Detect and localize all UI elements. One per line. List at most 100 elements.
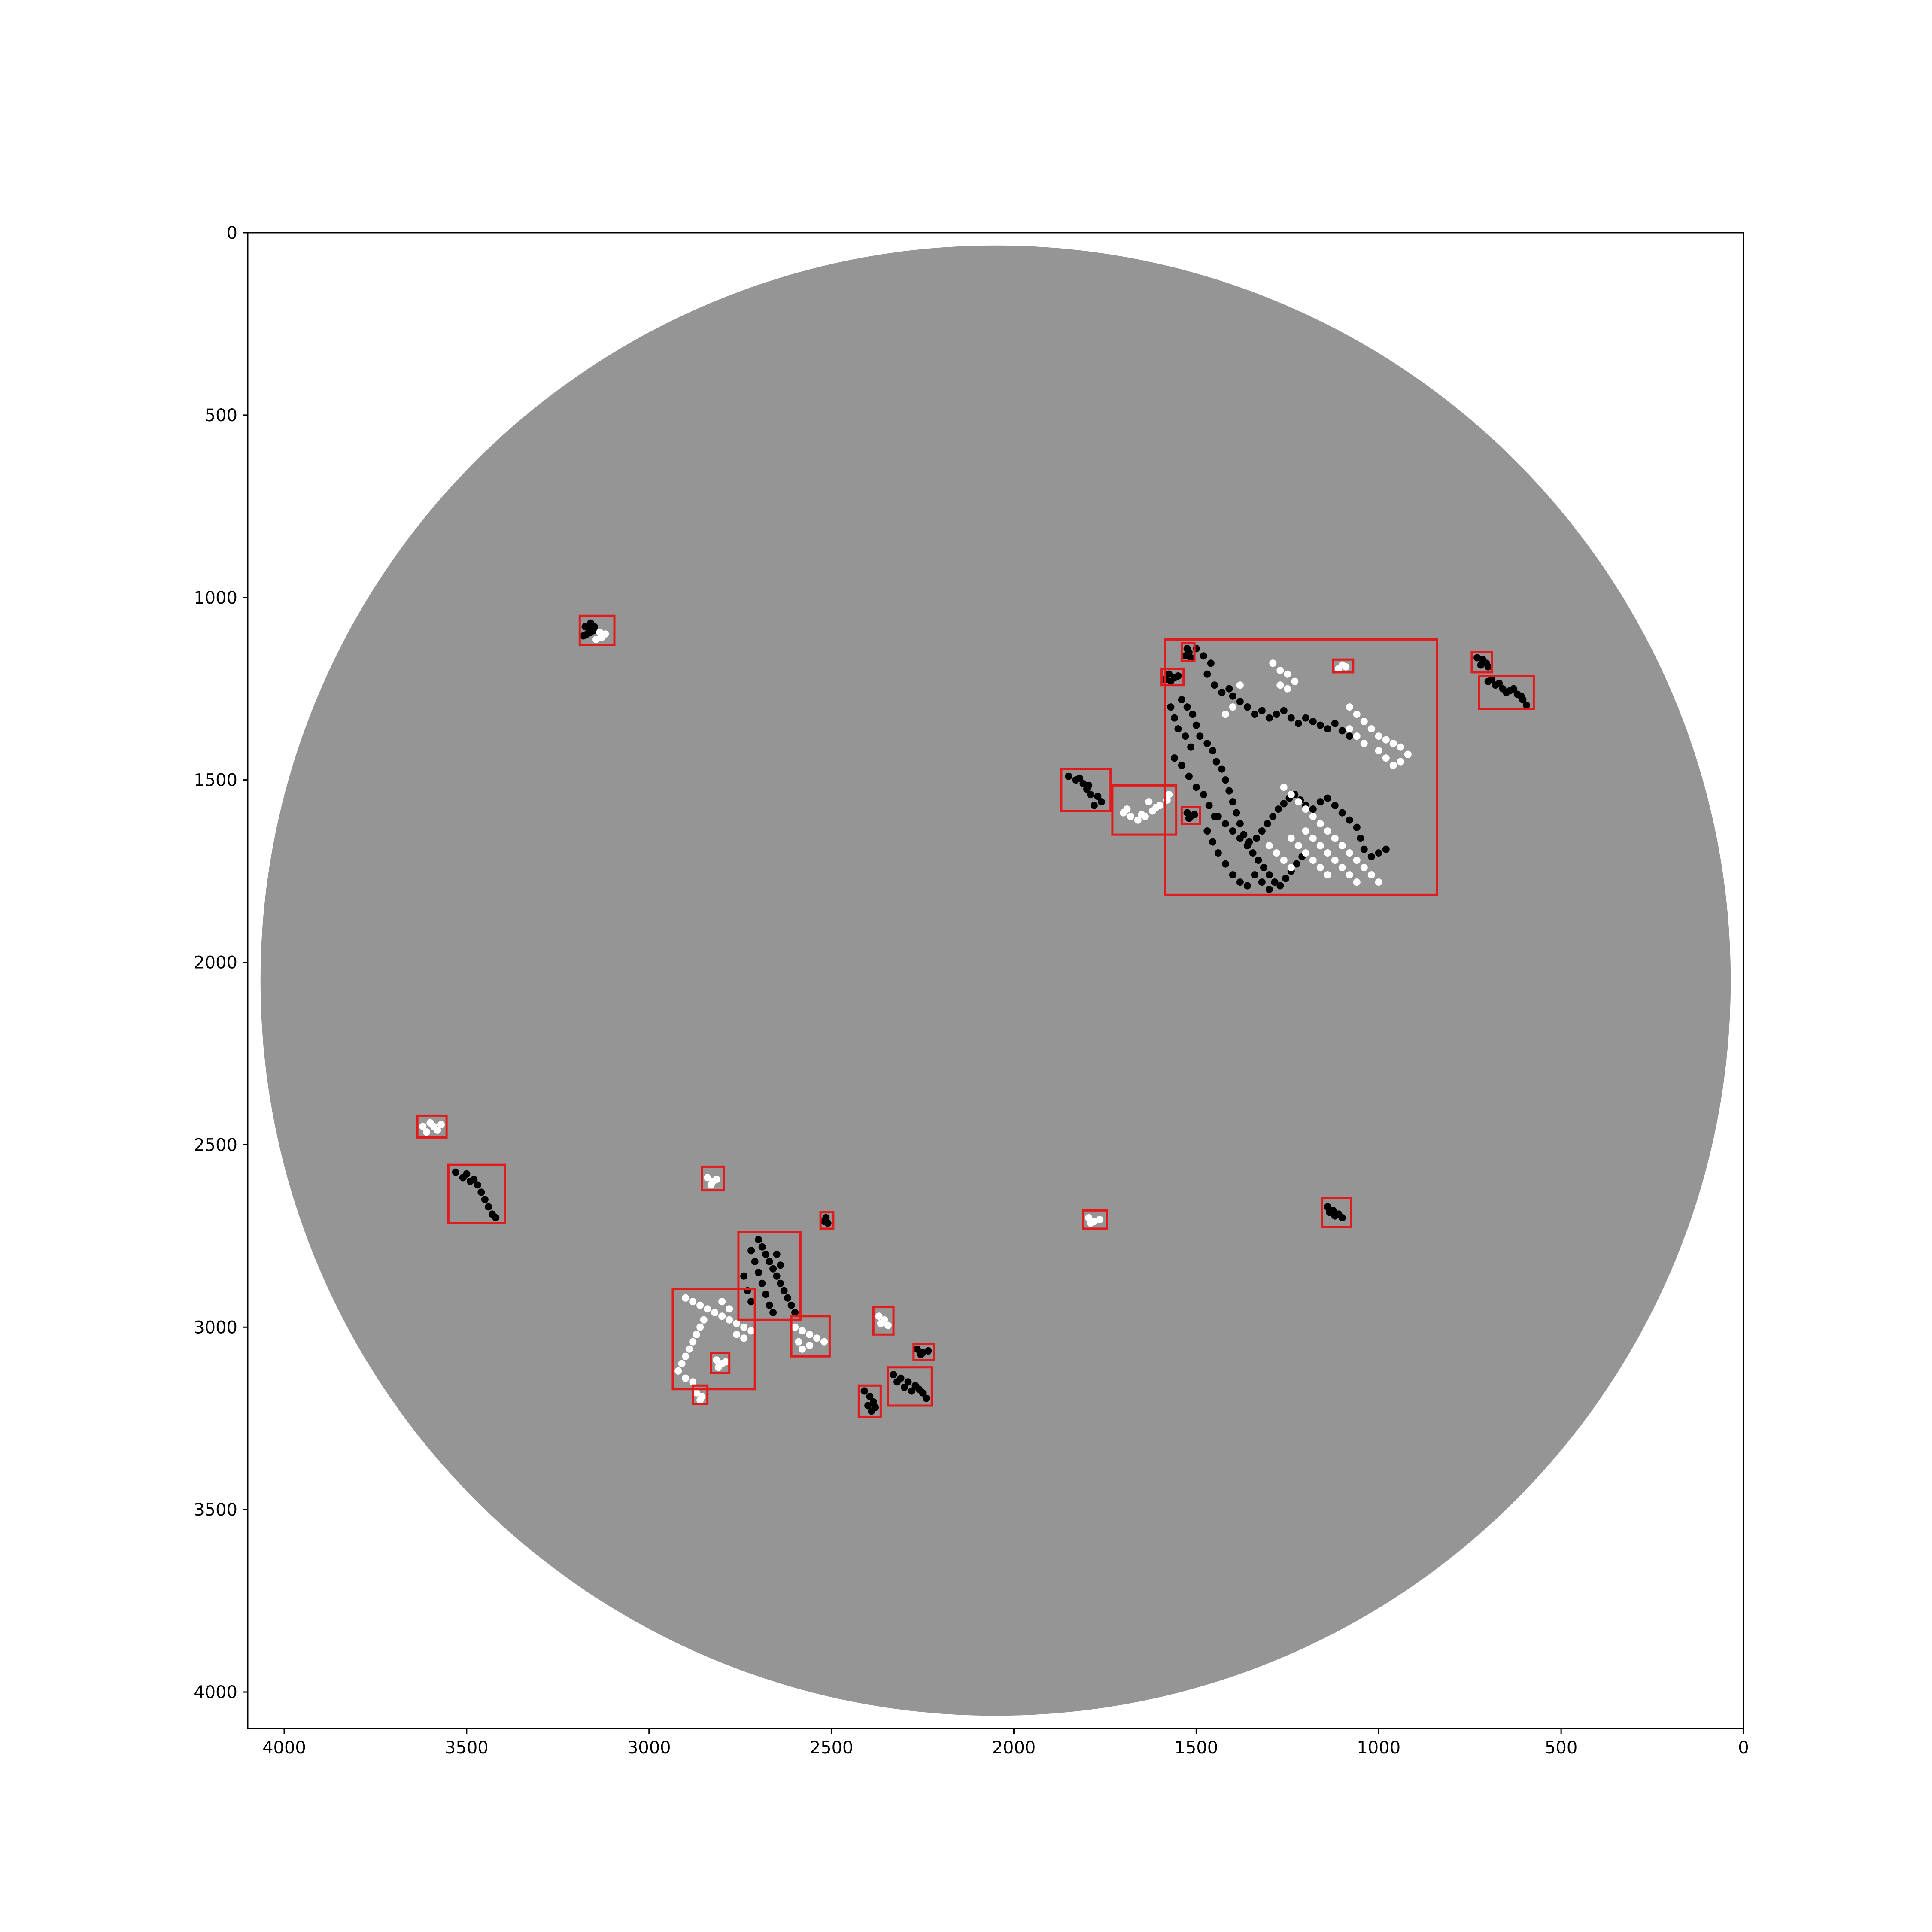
polarity-point-negative bbox=[1243, 703, 1251, 711]
polarity-point-negative bbox=[1214, 849, 1222, 857]
polarity-point-negative bbox=[1229, 871, 1236, 879]
region-positive bbox=[713, 1356, 729, 1371]
polarity-point-positive bbox=[714, 1364, 722, 1371]
polarity-point-negative bbox=[1192, 721, 1200, 729]
region-negative bbox=[1167, 645, 1390, 893]
polarity-point-negative bbox=[1503, 689, 1510, 696]
detection-box bbox=[912, 1343, 935, 1361]
polarity-point-negative bbox=[1357, 835, 1364, 842]
polarity-point-positive bbox=[1280, 784, 1288, 791]
polarity-point-positive bbox=[1294, 842, 1302, 850]
polarity-point-negative bbox=[1273, 711, 1280, 718]
detection-box bbox=[671, 1288, 756, 1391]
polarity-point-negative bbox=[924, 1347, 932, 1355]
polarity-point-positive bbox=[1229, 703, 1236, 711]
polarity-point-negative bbox=[1229, 692, 1236, 700]
region-positive bbox=[419, 1119, 445, 1136]
detection-box bbox=[1111, 784, 1178, 836]
polarity-point-negative bbox=[1258, 707, 1266, 714]
detection-box bbox=[447, 1163, 506, 1224]
polarity-point-negative bbox=[777, 1261, 784, 1269]
polarity-point-negative bbox=[1258, 878, 1266, 886]
polarity-point-negative bbox=[866, 1393, 874, 1400]
polarity-point-positive bbox=[704, 1174, 711, 1182]
detection-box bbox=[790, 1315, 831, 1358]
polarity-point-negative bbox=[1085, 781, 1093, 789]
polarity-point-negative bbox=[1229, 798, 1236, 806]
polarity-point-negative bbox=[1251, 871, 1258, 879]
polarity-point-positive bbox=[1123, 805, 1131, 813]
polarity-point-positive bbox=[437, 1121, 445, 1129]
polarity-point-negative bbox=[769, 1309, 777, 1316]
y-tick-label: 2000 bbox=[194, 953, 237, 973]
polarity-point-negative bbox=[1517, 692, 1525, 700]
polarity-point-positive bbox=[884, 1321, 892, 1329]
polarity-point-negative bbox=[1090, 802, 1098, 809]
polarity-point-positive bbox=[1284, 670, 1291, 678]
polarity-point-positive bbox=[1389, 740, 1397, 747]
polarity-point-negative bbox=[773, 1272, 781, 1280]
polarity-point-positive bbox=[682, 1294, 690, 1302]
polarity-point-negative bbox=[1229, 827, 1236, 835]
polarity-point-negative bbox=[766, 1258, 773, 1265]
region-negative bbox=[913, 1345, 932, 1358]
polarity-point-negative bbox=[1522, 701, 1530, 709]
detection-box bbox=[701, 1165, 725, 1192]
polarity-point-negative bbox=[777, 1279, 784, 1287]
region-positive bbox=[1119, 791, 1173, 824]
polarity-point-positive bbox=[1324, 827, 1331, 835]
region-positive bbox=[674, 1294, 755, 1386]
polarity-point-negative bbox=[590, 623, 598, 631]
polarity-point-positive bbox=[1302, 827, 1309, 835]
polarity-point-positive bbox=[747, 1327, 755, 1335]
polarity-point-positive bbox=[1138, 811, 1145, 818]
polarity-point-negative bbox=[1209, 747, 1217, 755]
polarity-point-negative bbox=[758, 1243, 766, 1251]
polarity-point-negative bbox=[784, 1294, 792, 1302]
detection-box bbox=[1160, 667, 1185, 687]
polarity-point-positive bbox=[726, 1316, 733, 1324]
detection-box bbox=[1180, 642, 1196, 662]
polarity-point-negative bbox=[769, 1265, 777, 1273]
polarity-point-negative bbox=[1221, 776, 1229, 784]
polarity-point-negative bbox=[1236, 698, 1244, 705]
polarity-point-positive bbox=[1367, 871, 1375, 879]
x-tick-label: 3500 bbox=[445, 1738, 489, 1758]
polarity-point-positive bbox=[875, 1312, 883, 1320]
polarity-point-negative bbox=[1192, 784, 1200, 791]
detection-box bbox=[1470, 651, 1493, 674]
polarity-point-positive bbox=[799, 1345, 806, 1353]
polarity-point-negative bbox=[1183, 703, 1191, 711]
polarity-point-positive bbox=[1389, 762, 1397, 769]
polarity-point-positive bbox=[791, 1323, 799, 1331]
polarity-point-negative bbox=[1338, 809, 1346, 817]
polarity-point-negative bbox=[1346, 816, 1353, 824]
polarity-point-negative bbox=[1207, 659, 1215, 667]
region-negative bbox=[452, 1168, 500, 1221]
polarity-point-negative bbox=[766, 1301, 773, 1309]
polarity-point-negative bbox=[1233, 809, 1240, 817]
axes-frame bbox=[247, 232, 1744, 1729]
y-tick-label: 3500 bbox=[194, 1500, 237, 1520]
polarity-point-negative bbox=[864, 1402, 872, 1410]
polarity-point-negative bbox=[1187, 654, 1195, 662]
polarity-point-positive bbox=[1404, 750, 1412, 758]
polarity-point-positive bbox=[1335, 665, 1343, 672]
polarity-point-negative bbox=[1375, 849, 1382, 857]
polarity-point-positive bbox=[1302, 849, 1309, 857]
polarity-point-negative bbox=[492, 1214, 500, 1221]
polarity-point-positive bbox=[795, 1338, 802, 1346]
polarity-point-negative bbox=[1087, 791, 1094, 799]
polarity-point-positive bbox=[696, 1323, 704, 1331]
polarity-point-positive bbox=[419, 1123, 427, 1130]
polarity-point-positive bbox=[806, 1331, 814, 1338]
polarity-point-positive bbox=[713, 1356, 720, 1364]
polarity-point-positive bbox=[430, 1123, 437, 1130]
polarity-point-positive bbox=[1367, 725, 1375, 733]
polarity-point-negative bbox=[1324, 794, 1331, 802]
polarity-point-positive bbox=[820, 1338, 828, 1346]
polarity-point-negative bbox=[1255, 857, 1262, 864]
detection-box bbox=[1164, 638, 1438, 896]
polarity-point-negative bbox=[1260, 864, 1268, 872]
polarity-point-positive bbox=[693, 1389, 700, 1397]
